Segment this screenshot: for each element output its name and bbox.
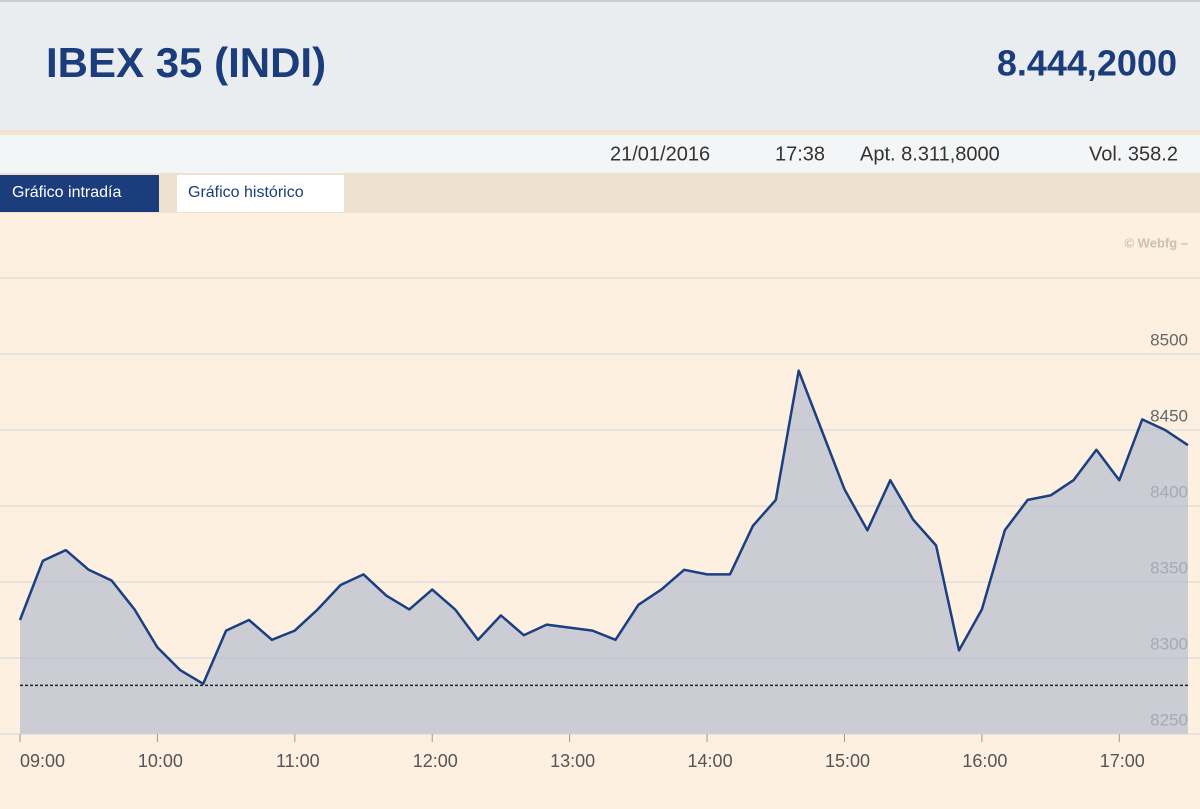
header-separator: [0, 130, 1200, 135]
watermark: © Webfg –: [1124, 235, 1188, 250]
x-tick-label: 16:00: [962, 751, 1007, 771]
x-tick-label: 17:00: [1100, 751, 1145, 771]
header-bg: [0, 0, 1200, 132]
x-tick-label: 09:00: [20, 751, 65, 771]
x-tick-label: 15:00: [825, 751, 870, 771]
index-price: 8.444,2000: [997, 43, 1177, 84]
info-time: 17:38: [775, 143, 825, 165]
tab-label[interactable]: Gráfico intradía: [12, 184, 121, 201]
info-open: Apt. 8.311,8000: [860, 143, 1000, 165]
tab[interactable]: [177, 175, 344, 212]
y-tick-label: 8500: [1150, 330, 1188, 349]
x-tick-label: 10:00: [138, 751, 183, 771]
index-title: IBEX 35 (INDI): [46, 39, 326, 86]
tab-active[interactable]: [0, 175, 159, 212]
x-tick-label: 12:00: [413, 751, 458, 771]
info-bg: [0, 135, 1200, 173]
price-line: [18, 369, 1189, 686]
info-volume: Vol. 358.2: [1089, 143, 1178, 165]
header-border: [0, 0, 1200, 2]
tab-label[interactable]: Gráfico histórico: [188, 184, 304, 201]
area-fill: [20, 370, 1188, 734]
x-tick-label: 13:00: [550, 751, 595, 771]
y-tick-label: 8450: [1150, 406, 1188, 425]
x-tick-label: 11:00: [276, 751, 320, 771]
info-date: 21/01/2016: [610, 143, 710, 165]
plot: 82508300835084008450850009:0010:0011:001…: [0, 277, 1200, 771]
x-tick-label: 14:00: [688, 751, 733, 771]
